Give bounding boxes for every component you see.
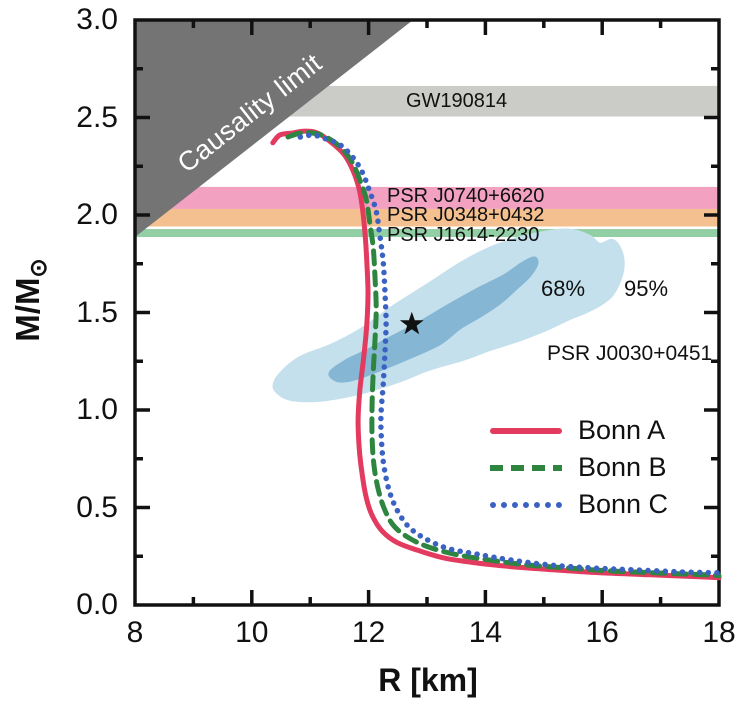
- band-psr-j0348-0432: [135, 208, 719, 227]
- psr-j0348-label: PSR J0348+0432: [387, 204, 545, 226]
- y-tick-label: 3.0: [76, 3, 118, 36]
- legend-item-bonn-a: Bonn A: [490, 412, 668, 449]
- x-tick-label: 8: [126, 616, 144, 649]
- y-tick-label: 2.0: [76, 198, 118, 231]
- y-tick-label: 1.5: [76, 295, 118, 329]
- bonn-c-line-sample: [490, 501, 562, 508]
- legend: Bonn A Bonn B Bonn C: [490, 412, 668, 523]
- contour-95-label: 95%: [624, 276, 669, 301]
- legend-label-bonn-b: Bonn B: [578, 452, 667, 482]
- causality-region: [135, 20, 413, 238]
- contour-68pct: [328, 256, 539, 383]
- x-tick-label: 16: [585, 616, 619, 649]
- gw190814-label: GW190814: [406, 90, 508, 112]
- star-marker: [399, 311, 424, 335]
- x-tick-label: 18: [702, 616, 736, 649]
- psr-j0030-label: PSR J0030+0451: [547, 342, 713, 365]
- band-psr-j1614-2230: [135, 229, 719, 238]
- band-psr-j0740-6620: [135, 186, 719, 209]
- legend-label-bonn-c: Bonn C: [578, 489, 669, 519]
- y-axis-title: M/M⊙: [6, 225, 51, 375]
- x-tick-label: 10: [235, 616, 269, 649]
- y-axis-title-main: M/M: [9, 277, 46, 342]
- y-tick-label: 0.0: [76, 588, 118, 621]
- legend-label-bonn-a: Bonn A: [578, 415, 666, 445]
- psr-j0740-label: PSR J0740+6620: [387, 185, 545, 207]
- x-tick-label: 12: [351, 616, 386, 649]
- contour-68-label: 68%: [541, 276, 586, 301]
- psr-j1614-label: PSR J1614-2230: [387, 224, 540, 246]
- x-axis-title: R [km]: [378, 662, 478, 698]
- bonn-b-line-sample: [490, 464, 562, 471]
- solar-mass-symbol: ⊙: [25, 258, 51, 278]
- curve-bonn-b: [285, 130, 722, 579]
- x-tick-label: 14: [468, 616, 503, 649]
- bonn-a-line-sample: [490, 427, 562, 434]
- legend-item-bonn-c: Bonn C: [490, 486, 668, 523]
- y-tick-label: 1.0: [76, 393, 118, 426]
- y-tick-label: 0.5: [76, 490, 118, 524]
- y-tick-label: 2.5: [76, 100, 118, 134]
- curve-bonn-c: [297, 132, 722, 576]
- legend-item-bonn-b: Bonn B: [490, 449, 668, 486]
